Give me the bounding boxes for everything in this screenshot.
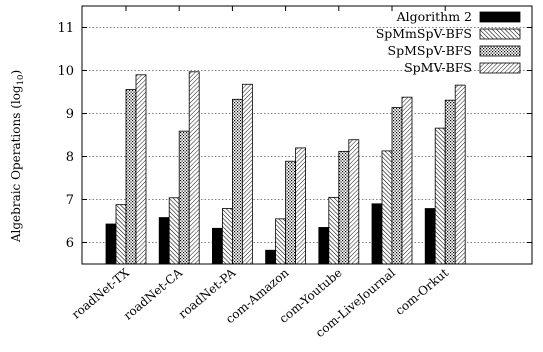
- x-tick-label: com-Orkut: [393, 265, 452, 317]
- bar-algorithm-2-com-orkut: [424, 208, 436, 265]
- legend-swatch: [479, 45, 521, 57]
- bar-algorithm-2-roadnet-ca: [158, 217, 170, 265]
- legend-swatch: [479, 62, 521, 74]
- legend: Algorithm 2 SpMmSpV-BFS SpMSpV-BFS SpMV-BFS: [376, 9, 521, 75]
- legend-swatch: [479, 11, 521, 23]
- bar-spmspv-bfs-roadnet-pa: [231, 98, 243, 265]
- bar-algorithm-2-com-livejournal: [371, 203, 383, 265]
- y-tick-label: 11: [57, 21, 74, 36]
- bar-spmspv-bfs-roadnet-tx: [125, 89, 137, 265]
- y-tick-label: 9: [66, 107, 74, 122]
- bar-spmv-bfs-roadnet-tx: [135, 74, 147, 265]
- plot-frame: [81, 5, 533, 265]
- bar-spmmspv-bfs-com-livejournal: [381, 150, 393, 265]
- bar-algorithm-2-roadnet-pa: [211, 227, 223, 265]
- legend-label: SpMmSpV-BFS: [376, 26, 472, 41]
- x-tick-label: roadNet-CA: [121, 265, 186, 322]
- bar-spmmspv-bfs-com-orkut: [434, 127, 446, 265]
- bar-spmv-bfs-com-amazon: [295, 147, 307, 265]
- bar-spmv-bfs-roadnet-pa: [241, 83, 253, 265]
- bar-spmmspv-bfs-roadnet-tx: [115, 204, 127, 265]
- bar-spmspv-bfs-com-youtube: [338, 150, 350, 265]
- y-tick-label: 7: [66, 193, 74, 208]
- bar-spmspv-bfs-com-orkut: [444, 99, 456, 265]
- y-tick-label: 8: [66, 150, 74, 165]
- y-axis-title: Algebraic Operations (log10): [9, 70, 26, 243]
- bar-spmv-bfs-roadnet-ca: [188, 71, 200, 265]
- legend-label: SpMV-BFS: [404, 60, 472, 75]
- legend-swatch: [479, 28, 521, 40]
- y-axis-ticks: 6 7 8 9 10 11: [57, 21, 532, 251]
- bar-algorithm-2-com-youtube: [318, 227, 330, 265]
- bar-spmspv-bfs-com-amazon: [285, 160, 297, 265]
- bar-spmv-bfs-com-livejournal: [401, 96, 413, 265]
- bar-spmspv-bfs-com-livejournal: [391, 107, 403, 265]
- y-tick-label: 10: [57, 64, 74, 79]
- bar-spmv-bfs-com-orkut: [454, 84, 466, 265]
- bar-spmmspv-bfs-com-amazon: [275, 218, 287, 265]
- bar-spmmspv-bfs-roadnet-ca: [168, 197, 180, 265]
- legend-label: Algorithm 2: [396, 9, 472, 24]
- bar-spmmspv-bfs-com-youtube: [328, 196, 340, 265]
- bar-spmspv-bfs-roadnet-ca: [178, 130, 190, 265]
- bar-spmmspv-bfs-roadnet-pa: [221, 208, 233, 265]
- bar-spmv-bfs-com-youtube: [348, 139, 360, 265]
- bars: [105, 71, 466, 265]
- legend-label: SpMSpV-BFS: [388, 43, 472, 58]
- y-tick-label: 6: [66, 236, 74, 251]
- bar-algorithm-2-roadnet-tx: [105, 223, 117, 265]
- bar-algorithm-2-com-amazon: [265, 249, 277, 265]
